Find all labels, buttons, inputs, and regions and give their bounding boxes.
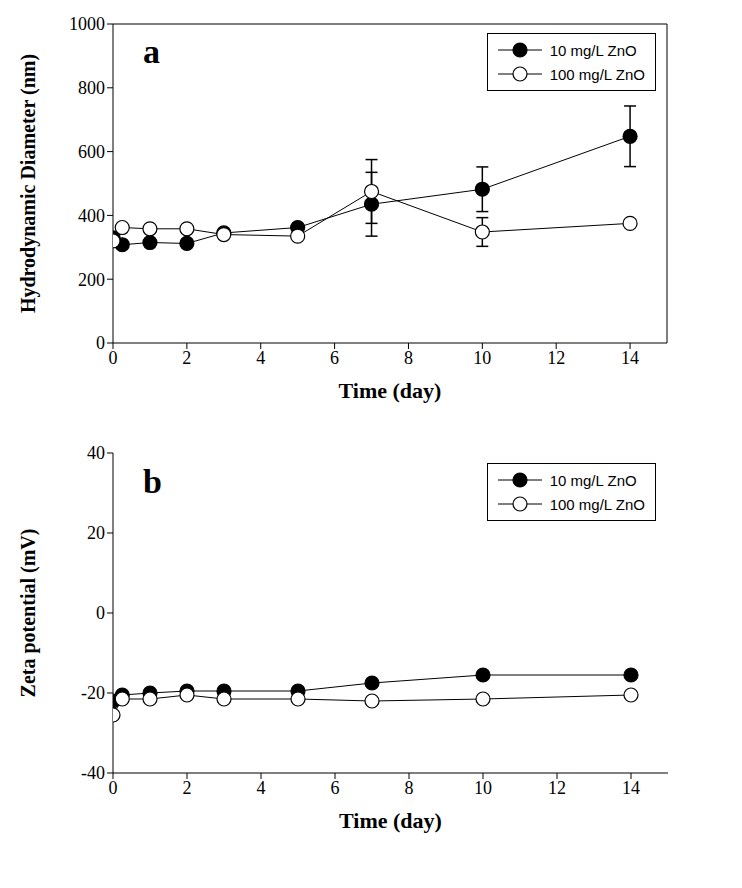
svg-text:10: 10: [473, 348, 491, 368]
svg-text:Time (day): Time (day): [339, 808, 442, 833]
svg-text:800: 800: [78, 78, 105, 98]
svg-text:1000: 1000: [69, 14, 105, 34]
svg-text:-40: -40: [81, 763, 105, 783]
svg-text:0: 0: [109, 778, 118, 798]
svg-text:12: 12: [547, 348, 565, 368]
svg-text:8: 8: [404, 348, 413, 368]
svg-text:Zeta potential (mV): Zeta potential (mV): [17, 529, 40, 698]
svg-text:12: 12: [548, 778, 566, 798]
html-text:100 mg/L ZnO: 100 mg/L ZnO: [549, 495, 645, 513]
svg-text:6: 6: [331, 778, 340, 798]
svg-text:40: 40: [87, 443, 105, 463]
html-text:a: a: [143, 33, 160, 70]
svg-text:600: 600: [78, 142, 105, 162]
svg-text:0: 0: [96, 603, 105, 623]
svg-text:2: 2: [182, 348, 191, 368]
svg-text:10: 10: [474, 778, 492, 798]
svg-text:8: 8: [405, 778, 414, 798]
svg-text:4: 4: [257, 778, 266, 798]
svg-text:14: 14: [621, 348, 639, 368]
html-text:100 mg/L ZnO: 100 mg/L ZnO: [549, 65, 645, 83]
svg-text:14: 14: [622, 778, 640, 798]
svg-text:0: 0: [96, 333, 105, 353]
svg-text:0: 0: [109, 348, 118, 368]
svg-text:Hydrodynamic Diameter (nm): Hydrodynamic Diameter (nm): [17, 54, 40, 313]
svg-text:6: 6: [330, 348, 339, 368]
svg-text:200: 200: [78, 270, 105, 290]
svg-text:4: 4: [256, 348, 265, 368]
svg-text:400: 400: [78, 206, 105, 226]
html-text:10 mg/L ZnO: 10 mg/L ZnO: [549, 41, 637, 59]
html-text:10 mg/L ZnO: 10 mg/L ZnO: [549, 471, 637, 489]
svg-text:2: 2: [183, 778, 192, 798]
svg-text:-20: -20: [81, 683, 105, 703]
html-text:b: b: [143, 463, 162, 500]
svg-text:Time (day): Time (day): [339, 378, 442, 403]
svg-text:20: 20: [87, 523, 105, 543]
